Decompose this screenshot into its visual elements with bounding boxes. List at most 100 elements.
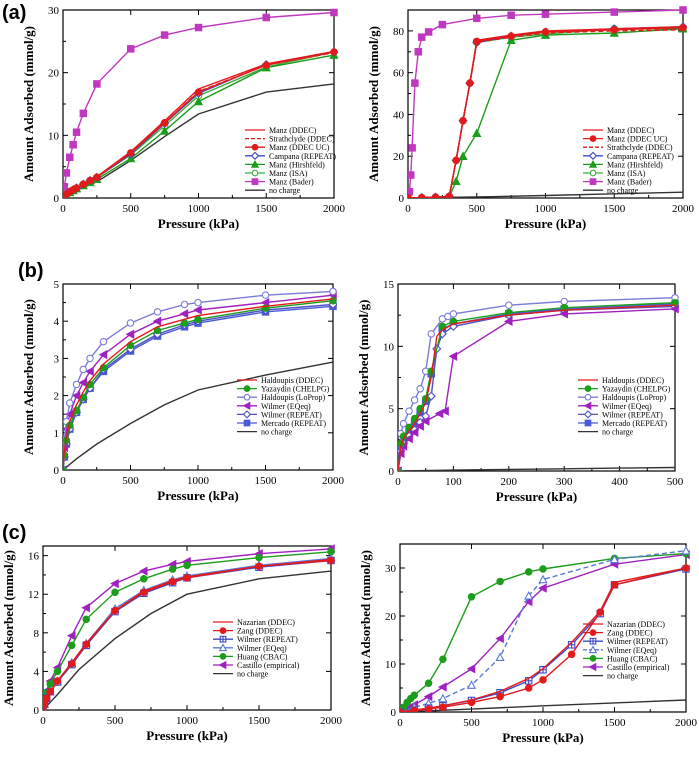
- series-line: [43, 570, 332, 710]
- x-tick-label: 500: [122, 475, 139, 487]
- x-tick-label: 0: [397, 717, 403, 729]
- legend-marker: [218, 643, 228, 652]
- x-tick-label: 1500: [604, 717, 627, 729]
- legend-label: Manz (Bader): [269, 178, 314, 187]
- data-point: [152, 316, 162, 326]
- data-point: [539, 565, 547, 573]
- x-tick-label: 0: [60, 203, 66, 215]
- data-point: [472, 128, 482, 137]
- x-tick-label: 200: [501, 476, 518, 488]
- data-point: [71, 390, 81, 401]
- y-tick-label: 4: [34, 666, 40, 678]
- x-tick-label: 1000: [176, 715, 199, 727]
- x-tick-label: 2000: [322, 475, 345, 487]
- y-tick-label: 0: [54, 193, 60, 205]
- data-point: [330, 8, 338, 17]
- data-point: [160, 31, 169, 39]
- legend-label: Mercado (REPEAT): [602, 419, 667, 428]
- y-tick-label: 20: [393, 151, 405, 163]
- data-point: [496, 577, 504, 586]
- legend-marker: [584, 393, 592, 401]
- series-line: [400, 699, 687, 712]
- legend-marker: [584, 419, 592, 427]
- legend-marker: [242, 410, 252, 419]
- data-point: [610, 26, 618, 34]
- legend-marker: [250, 151, 260, 160]
- data-point: [261, 291, 270, 299]
- x-tick-label: 100: [445, 476, 462, 488]
- chart-6: 0 500 1000 1500 2000 0 10 20 30 Pressure (kPa) Amo…: [358, 543, 698, 745]
- data-point: [539, 676, 547, 684]
- series-line: [43, 558, 332, 710]
- data-point: [467, 593, 476, 601]
- legend-label: Wilmer (EQeq): [607, 646, 657, 655]
- y-tick-label: 0: [389, 466, 395, 478]
- data-point: [438, 682, 447, 692]
- y-tick-label: 30: [385, 563, 397, 575]
- data-point: [111, 588, 119, 597]
- legend-label: Strathclyde (DDEC): [269, 135, 335, 144]
- data-point: [541, 28, 550, 36]
- data-point: [408, 144, 416, 152]
- data-point: [427, 330, 435, 338]
- legend-marker: [242, 401, 251, 411]
- data-point: [410, 396, 419, 404]
- legend-label: Manz (DDEC): [607, 126, 655, 135]
- data-point: [681, 545, 690, 555]
- data-point: [466, 680, 477, 689]
- data-point: [449, 310, 458, 318]
- data-point: [63, 182, 69, 191]
- data-point: [126, 319, 135, 327]
- data-point: [679, 24, 687, 32]
- legend-label: no charge: [269, 186, 301, 195]
- data-point: [458, 151, 468, 160]
- legend-label: Haldoupis (DDEC): [261, 376, 323, 385]
- x-tick-label: 1000: [535, 203, 558, 215]
- y-tick-label: 1: [54, 428, 60, 440]
- legend-label: Huang (CBAC): [607, 654, 658, 663]
- data-point: [567, 650, 576, 659]
- data-point: [466, 664, 476, 674]
- x-tick-label: 2000: [675, 717, 698, 729]
- x-tick-label: 2000: [323, 203, 346, 215]
- data-point: [507, 11, 515, 19]
- legend-marker: [589, 178, 597, 185]
- x-axis-label: Pressure (kPa): [502, 730, 583, 745]
- data-point: [559, 309, 568, 319]
- x-tick-label: 500: [469, 203, 486, 215]
- series-group: [408, 6, 687, 198]
- data-point: [524, 684, 533, 692]
- x-tick-label: 1000: [188, 203, 211, 215]
- data-point: [194, 315, 202, 324]
- data-point: [408, 194, 412, 198]
- legend-label: Manz (Bader): [607, 178, 652, 187]
- legend-label: Campana (REPEAT): [607, 152, 674, 161]
- y-tick-label: 30: [48, 5, 60, 17]
- legend-label: Wilmer (REPEAT): [602, 410, 663, 419]
- data-point: [81, 603, 90, 613]
- plot-frame: [397, 283, 676, 472]
- legend-marker: [588, 662, 597, 672]
- x-tick-label: 1500: [255, 475, 278, 487]
- legend-marker: [589, 169, 597, 177]
- y-tick-label: 4: [54, 316, 60, 328]
- legend-label: Manz (DDEC UC): [607, 135, 668, 144]
- y-tick-label: 40: [393, 109, 405, 121]
- data-point: [180, 319, 189, 327]
- data-point: [194, 298, 202, 307]
- data-point: [609, 554, 620, 564]
- data-point: [505, 301, 513, 309]
- data-point: [255, 553, 263, 562]
- data-point: [408, 187, 414, 196]
- legend-label: Manz (ISA): [269, 169, 308, 178]
- x-axis-label: Pressure (kPa): [157, 488, 238, 503]
- legend-marker: [251, 143, 259, 151]
- data-point: [451, 176, 461, 186]
- chart-3: 0 500 1000 1500 2000 0 1 2 3 4 5 Pressure (kPa) Amou…: [21, 279, 345, 503]
- data-point: [404, 433, 413, 444]
- legend-label: Wilmer (REPEAT): [607, 637, 668, 646]
- series-line: [398, 304, 676, 471]
- legend-label: Huang (CBAC): [237, 652, 288, 661]
- data-point: [414, 48, 423, 56]
- data-point: [329, 287, 337, 296]
